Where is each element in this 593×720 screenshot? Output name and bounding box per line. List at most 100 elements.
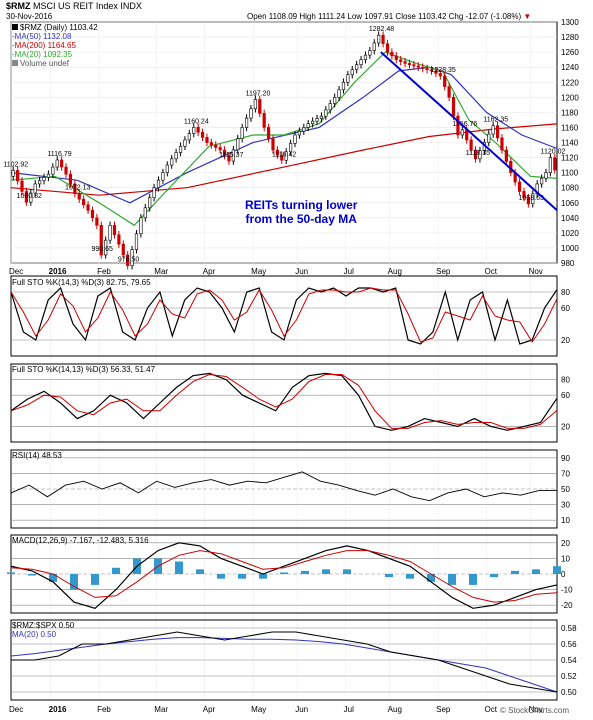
price-bar-body [434,70,438,74]
series-ma200-line [10,123,558,196]
legend-ma50-swatch: - [12,32,15,41]
price-bar-body [130,249,134,266]
price-data-label: 1072.13 [65,185,90,192]
x-tick-label: Apr [203,267,216,276]
price-bar-body [117,234,121,245]
sto1-label: Full STO %K(14,3) %D(3) 82.75, 79.65 [12,278,151,287]
sto1-panel-frame [10,275,558,357]
y-tick-label: 1260 [561,48,579,57]
price-data-label: 1162.35 [483,117,508,124]
price-bar-body [487,133,491,143]
x-tick-label: Oct [485,267,498,276]
symbol-name: MSCI US REIT Index [33,1,118,11]
price-bar-body [86,204,90,211]
macd-line [10,542,558,609]
price-bar-body [24,191,29,203]
price-bar-body [60,159,64,168]
rsi-tick-label: 10 [561,516,570,525]
price-bar-body [280,154,284,161]
price-bar-body [315,118,319,122]
macd-histogram-bar [217,574,225,579]
price-bar-body [451,97,456,117]
price-bar-body [108,225,112,241]
price-bar-body [500,137,504,151]
price-bar-body [187,133,191,141]
price-bar-body [363,54,368,60]
price-bar-body [99,225,103,256]
price-bar-body [253,99,257,110]
series-ma50-line [10,66,558,204]
x-tick-label: Feb [97,267,111,276]
price-bar-body [196,126,200,133]
macd-histogram-bar [259,574,267,579]
price-bar-body [390,51,394,57]
y-tick-label: 1280 [561,33,579,42]
price-bar-body [539,177,544,185]
price-bar-body [77,193,81,200]
price-bar-body [165,164,169,173]
legend-ma20: -MA(20) 1092.35 [12,50,72,59]
price-bar-body [178,145,183,153]
price-bar-body [319,115,324,119]
macd-histogram-bar [532,569,540,574]
price-bar-body [465,129,469,141]
x-tick-label: May [251,267,266,276]
price-bar-body [359,59,363,65]
price-bar-body [535,183,539,195]
sto1-d-line [10,287,558,343]
price-data-label: 1197.20 [246,90,271,97]
legend-ma200-swatch: - [12,41,15,50]
price-bar-body [531,193,535,205]
legend-volume: Volume undef [12,59,69,68]
sto2-tick-label: 80 [561,376,570,385]
macd-histogram-bar [49,574,57,582]
macd-histogram-bar [385,574,393,578]
price-data-label: 1115.37 [219,152,243,159]
x-tick-label: Aug [388,267,402,276]
price-bar-body [275,149,279,156]
price-bar-body [156,179,161,188]
chart-date: 30-Nov-2016 [6,12,53,21]
macd-histogram-bar [301,570,309,574]
ratio-line [11,631,558,693]
ratio-ma-label: MA(20) 0.50 [12,630,57,639]
price-bar-body [478,150,482,160]
macd-histogram-bar [469,574,477,585]
price-bar-body [161,172,165,181]
legend-ma20-text: MA(20) 1092.35 [14,50,73,59]
sto1-tick-label: 60 [561,304,570,313]
bottom-x-tick-label: Nov [529,705,543,714]
price-bar-body [200,132,205,138]
macd-histogram-bar [406,574,414,579]
price-bar-body [447,86,451,98]
price-bar-body [443,75,447,87]
chart-header-symbol: $RMZ MSCI US REIT Index INDX [6,1,142,11]
y-tick-label: 1200 [561,93,579,102]
macd-tick-label: -20 [561,601,573,610]
series-ma20-line [10,51,558,227]
price-bar-body [82,198,86,206]
price-bar-body [425,68,429,70]
x-tick-label: Sep [436,267,451,276]
macd-signal-line [10,550,558,603]
price-bar-body [16,170,20,182]
legend-ma20-swatch: - [12,50,15,59]
x-tick-label: Mar [154,267,168,276]
price-data-label: 1156.76 [453,121,478,128]
y-tick-label: 1220 [561,78,579,87]
bottom-x-tick-label: May [251,705,266,714]
price-bar-body [90,209,95,219]
price-bar-body [112,225,117,236]
macd-tick-label: -10 [561,586,573,595]
sto1-tick-label: 80 [561,288,570,297]
price-data-label: 1120.02 [541,149,566,156]
y-tick-label: 1040 [561,214,579,223]
y-tick-label: 1120 [561,154,579,163]
legend-volume-text: Volume undef [20,59,69,68]
legend-main: $RMZ (Daily) 1103.42 [12,23,98,32]
price-bar-body [209,142,213,146]
macd-histogram-bar [70,574,78,590]
trendline [380,51,558,212]
price-bar-body [152,187,156,199]
